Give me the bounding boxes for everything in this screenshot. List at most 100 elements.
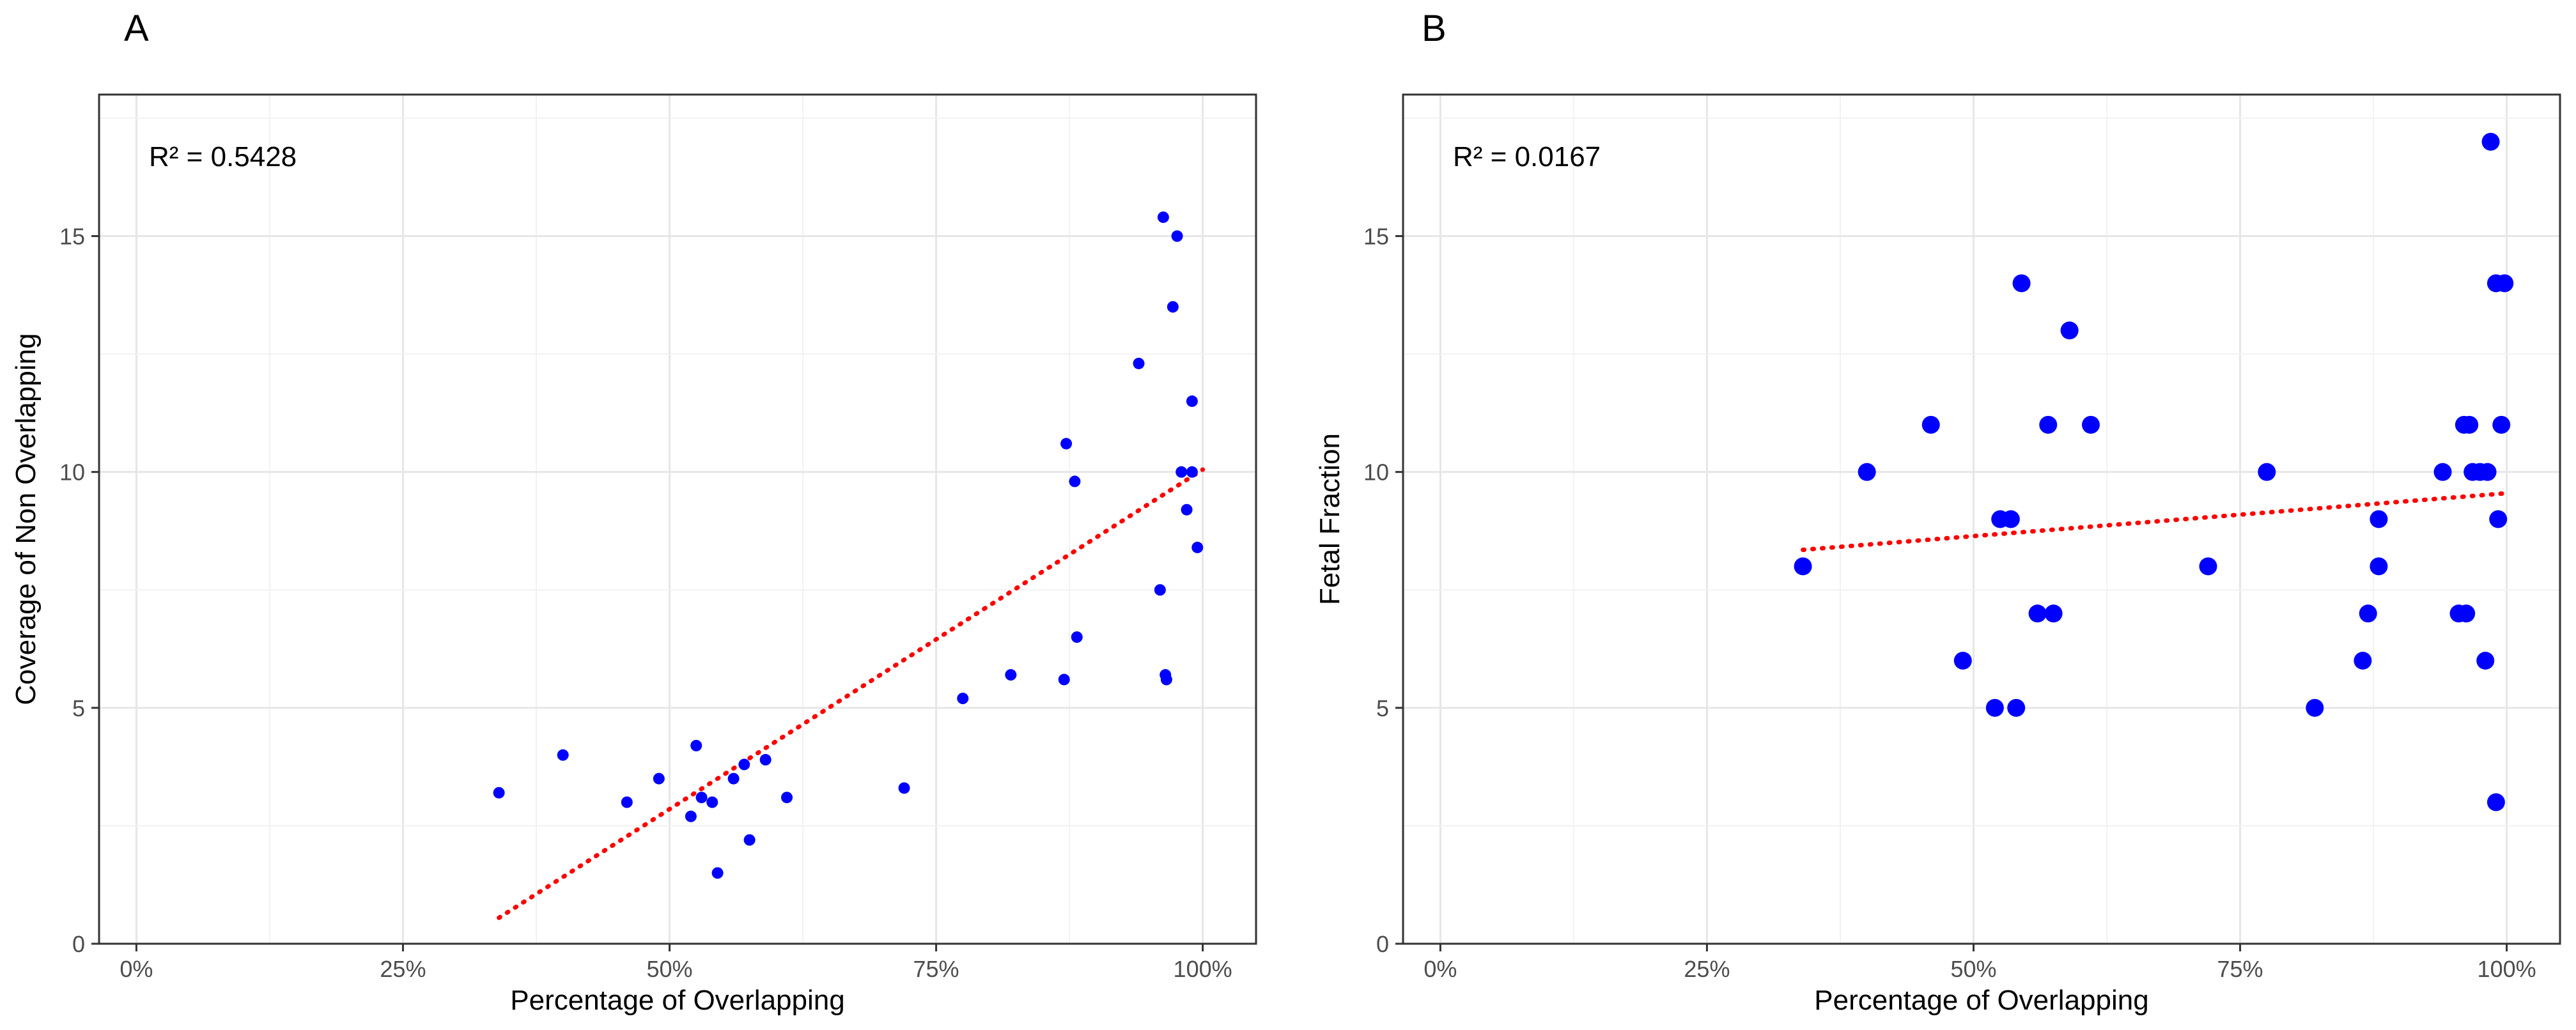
- y-axis-label: Coverage of Non Overlapping: [10, 333, 42, 705]
- data-point: [493, 787, 505, 799]
- y-tick-label: 5: [72, 695, 85, 721]
- data-point: [738, 758, 750, 771]
- data-point: [2492, 415, 2511, 434]
- data-point: [1921, 415, 1940, 434]
- trend-line-segment: [1801, 491, 2510, 552]
- y-tick-label: 15: [59, 224, 85, 250]
- r-squared-annotation: R² = 0.0167: [1453, 141, 1601, 173]
- data-point: [2487, 793, 2505, 811]
- data-point: [1160, 673, 1172, 686]
- data-point: [2306, 698, 2324, 717]
- panel-label: B: [1422, 8, 1447, 49]
- data-point: [1058, 673, 1070, 686]
- y-tick-label: 15: [1363, 224, 1389, 250]
- data-point: [690, 739, 702, 751]
- data-points: [493, 211, 1204, 879]
- data-point: [1985, 698, 2004, 717]
- y-tick-label: 10: [1363, 459, 1389, 486]
- r-squared-annotation: R² = 0.5428: [149, 141, 297, 173]
- data-point: [1794, 557, 1812, 576]
- panel-b: B 0% 25% 50% 75% 100% 0 5 10 15 R² = 0.0167 Per…: [1314, 8, 2561, 1016]
- data-points: [1794, 132, 2514, 811]
- x-tick-label: 50%: [646, 956, 692, 982]
- y-tick-label: 5: [1376, 695, 1389, 721]
- data-point: [1154, 584, 1166, 596]
- data-point: [743, 834, 756, 846]
- x-tick-label: 0%: [120, 956, 153, 982]
- y-axis-ticks: 0 5 10 15: [1363, 224, 1403, 957]
- data-point: [653, 772, 665, 785]
- data-point: [711, 867, 724, 879]
- data-point: [1175, 466, 1188, 478]
- panel-a: A 0% 25% 50% 75% 100% 0 5 10 15 R² = 0.5428 Per…: [10, 8, 1257, 1016]
- data-point: [2028, 604, 2047, 623]
- x-tick-label: 100%: [2478, 956, 2536, 982]
- data-point: [2433, 463, 2452, 481]
- x-tick-label: 100%: [1174, 956, 1232, 982]
- data-point: [759, 754, 772, 766]
- x-axis-label: Percentage of Overlapping: [1814, 985, 2148, 1016]
- data-point: [2478, 463, 2497, 481]
- data-point: [1060, 438, 1073, 450]
- data-point: [1186, 395, 1198, 407]
- data-point: [557, 749, 569, 761]
- data-point: [1953, 652, 1972, 670]
- y-tick-label: 10: [59, 459, 85, 486]
- data-point: [1181, 503, 1193, 516]
- data-point: [1069, 475, 1081, 488]
- x-tick-label: 50%: [1950, 956, 1996, 982]
- data-point: [2001, 510, 2020, 528]
- data-point: [2354, 652, 2372, 670]
- data-point: [2489, 510, 2508, 528]
- data-point: [2495, 274, 2514, 293]
- x-tick-label: 25%: [380, 956, 426, 982]
- data-point: [780, 792, 793, 804]
- plot-frame: [98, 93, 1257, 945]
- data-point: [1167, 301, 1179, 313]
- data-point: [695, 792, 708, 804]
- data-point: [1858, 463, 1876, 481]
- data-point: [2476, 652, 2495, 670]
- data-point: [2460, 415, 2479, 434]
- data-point: [2044, 604, 2063, 623]
- data-point: [2370, 557, 2388, 576]
- x-axis-label: Percentage of Overlapping: [510, 985, 844, 1016]
- data-point: [1171, 230, 1183, 242]
- data-point: [2359, 604, 2377, 623]
- y-tick-label: 0: [1376, 931, 1389, 957]
- y-axis-ticks: 0 5 10 15: [59, 224, 99, 957]
- plot-frame: [1402, 93, 2561, 945]
- data-point: [706, 796, 718, 808]
- data-point: [2060, 321, 2079, 340]
- data-point: [621, 796, 633, 808]
- data-point: [2258, 463, 2276, 481]
- data-point: [2007, 698, 2026, 717]
- panel-label: A: [124, 8, 149, 49]
- x-tick-label: 25%: [1684, 956, 1730, 982]
- data-point: [685, 810, 697, 822]
- data-point: [2370, 510, 2388, 528]
- data-point: [1157, 211, 1169, 223]
- data-point: [1133, 357, 1145, 369]
- x-axis-ticks: 0% 25% 50% 75% 100%: [1424, 944, 2536, 982]
- x-tick-label: 75%: [913, 956, 959, 982]
- data-point: [898, 782, 910, 794]
- y-axis-label: Fetal Fraction: [1314, 433, 1346, 605]
- data-point: [2081, 415, 2100, 434]
- x-tick-label: 75%: [2217, 956, 2263, 982]
- trend-line: [1801, 491, 2510, 552]
- data-point: [2481, 132, 2500, 151]
- data-point: [2457, 604, 2476, 623]
- data-point: [1005, 669, 1017, 681]
- data-point: [1186, 466, 1198, 478]
- data-point: [2199, 557, 2217, 576]
- x-tick-label: 0%: [1424, 956, 1457, 982]
- data-point: [957, 693, 969, 705]
- data-point: [1191, 541, 1204, 553]
- x-axis-ticks: 0% 25% 50% 75% 100%: [120, 944, 1232, 982]
- data-point: [727, 772, 740, 785]
- data-point: [2039, 415, 2058, 434]
- data-point: [1071, 631, 1083, 643]
